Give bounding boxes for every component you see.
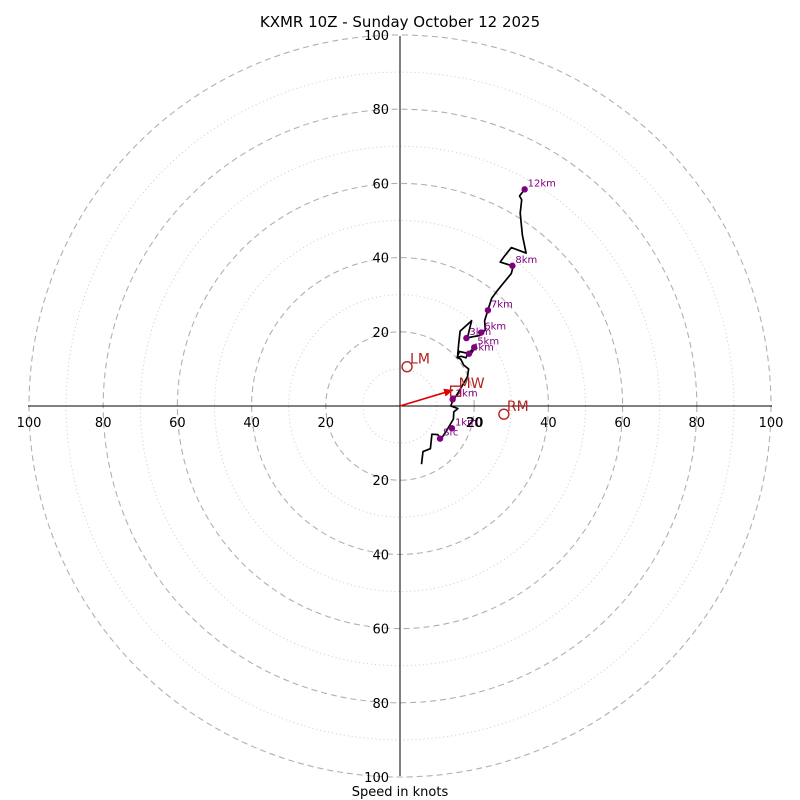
x-tick-label: 40	[540, 416, 557, 431]
chart-title: KXMR 10Z - Sunday October 12 2025	[260, 13, 540, 31]
height-point-label: 2km	[456, 388, 478, 399]
x-tick-label-center: 20	[467, 416, 484, 431]
rm-marker	[498, 408, 510, 420]
y-tick-label: 20	[372, 326, 389, 341]
height-point-label: 1km	[455, 417, 477, 428]
height-point-label: 12km	[528, 178, 556, 189]
height-point	[471, 344, 478, 351]
height-point	[448, 425, 456, 432]
height-point-label: 4km	[472, 343, 494, 354]
tick-labels: 100 100 100 100 80 80 80 80 60 60 60 60 40 40 40 40 20 20…	[17, 29, 784, 786]
y-tick-label: 20	[372, 474, 389, 489]
mw-label: MW	[459, 376, 485, 392]
x-tick-label: 60	[169, 416, 186, 431]
height-point	[436, 435, 444, 442]
height-point	[465, 350, 473, 357]
x-tick-label: 20	[466, 416, 483, 431]
x-tick-label: 100	[759, 416, 784, 431]
mean-wind-arrow	[399, 388, 454, 407]
lm-marker	[401, 360, 413, 373]
y-tick-label: 60	[372, 177, 389, 192]
y-tick-label: 100	[364, 771, 389, 786]
height-point	[521, 186, 528, 193]
y-tick-label: 60	[372, 623, 389, 638]
x-axis-label: Speed in knots	[352, 785, 449, 800]
x-tick-label: 80	[95, 416, 112, 431]
x-tick-label: 20	[318, 416, 335, 431]
mean-wind-arrow-shaft	[399, 389, 454, 407]
lm-label: LM	[410, 352, 430, 368]
height-points: Sfc1km2km3km4km5km6km7km8km12km	[436, 178, 556, 442]
y-tick-label: 80	[372, 103, 389, 118]
y-tick-label: 80	[372, 697, 389, 712]
x-tick-label: 100	[17, 416, 42, 431]
y-tick-label: 40	[372, 548, 389, 563]
height-point	[463, 334, 470, 342]
y-tick-label: 40	[372, 252, 389, 267]
height-point	[509, 262, 516, 269]
height-point-label: 8km	[515, 255, 537, 266]
height-point	[478, 329, 485, 336]
x-tick-label: 80	[689, 416, 706, 431]
height-point-label: Sfc	[443, 428, 458, 439]
mean-wind-arrow-head	[443, 388, 454, 397]
y-tick-label: 100	[364, 29, 389, 44]
height-point-label: 7km	[491, 299, 513, 310]
storm-motion-markers: LM RM MW	[401, 352, 529, 420]
mean-wind-marker	[449, 385, 462, 397]
x-tick-label: 60	[614, 416, 631, 431]
x-tick-label: 40	[243, 416, 260, 431]
height-point-label: 5km	[477, 336, 499, 347]
rm-label: RM	[507, 399, 529, 415]
height-point	[484, 307, 492, 314]
height-point	[449, 396, 456, 403]
height-point-label: 6km	[484, 322, 506, 333]
